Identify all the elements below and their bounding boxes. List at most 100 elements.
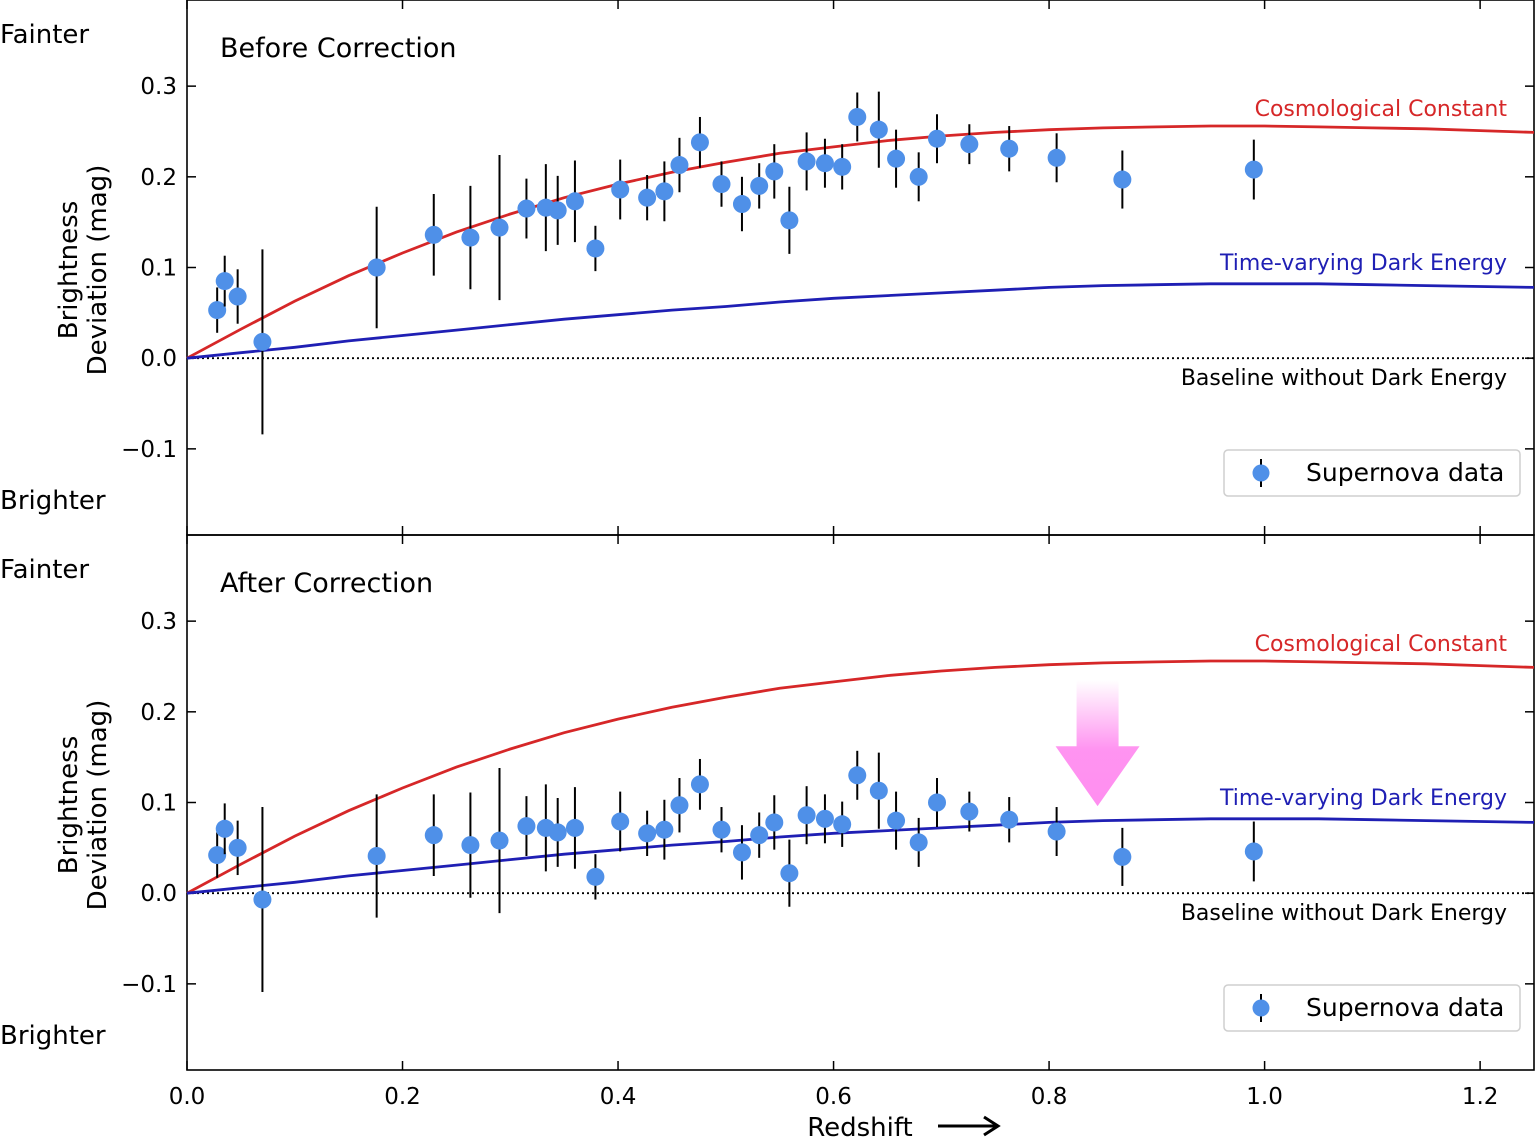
legend-box	[1223, 449, 1521, 497]
y-axis: −0.1 0.0 0.1 0.2 0.3	[121, 609, 1534, 998]
correction-arrow-shape	[1055, 680, 1140, 807]
panel-title: Before Correction	[220, 33, 457, 64]
data-point	[797, 806, 816, 825]
data-point	[712, 820, 731, 839]
data-point	[960, 135, 979, 154]
data-point	[215, 272, 234, 291]
data-point	[638, 188, 657, 207]
data-point	[690, 775, 709, 794]
data-point	[586, 239, 605, 258]
data-point	[887, 149, 906, 168]
data-point	[780, 211, 799, 230]
data-point	[517, 199, 536, 218]
data-point	[655, 182, 674, 201]
legend-box	[1223, 984, 1521, 1032]
data-point	[208, 301, 227, 320]
data-point	[565, 818, 584, 837]
data-point	[253, 332, 272, 351]
data-point	[1000, 810, 1019, 829]
data-point	[638, 824, 657, 843]
cosmological-constant-curve	[186, 124, 1535, 360]
correction-arrow	[1055, 680, 1140, 807]
data-point	[732, 843, 751, 862]
legend-label: Supernova data	[1306, 993, 1504, 1022]
data-point	[565, 192, 584, 211]
legend: Supernova data	[1223, 984, 1521, 1032]
data-point	[712, 175, 731, 194]
data-point	[690, 133, 709, 152]
data-point	[732, 195, 751, 214]
cosmological-constant-label: Cosmological Constant	[1255, 632, 1508, 657]
legend-label: Supernova data	[1306, 458, 1504, 487]
data-point	[909, 833, 928, 852]
y-tick-label: 0.1	[140, 791, 177, 817]
y-axis-title-top-line2: Deviation (mag)	[83, 165, 113, 376]
data-point	[367, 258, 386, 277]
data-point	[833, 157, 852, 176]
data-point	[869, 120, 888, 139]
dark-energy-label: Time-varying Dark Energy	[1219, 251, 1507, 276]
x-ticks	[186, 0, 1481, 535]
data-point	[424, 826, 443, 845]
data-point	[815, 809, 834, 828]
data-point	[490, 831, 509, 850]
data-point	[586, 867, 605, 886]
data-point	[750, 176, 769, 195]
data-point	[490, 218, 509, 237]
legend-marker	[1252, 999, 1270, 1017]
y-tick-label: 0.2	[140, 700, 177, 726]
y-tick-label: −0.1	[121, 437, 177, 463]
y-tick-label: 0.3	[140, 609, 177, 635]
legend: Supernova data	[1223, 449, 1521, 497]
x-tick-label: 1.2	[1462, 1084, 1499, 1110]
data-point	[1000, 139, 1019, 158]
data-point	[765, 162, 784, 181]
data-point	[887, 811, 906, 830]
data-point	[1047, 148, 1066, 167]
y-axis-title-bottom-line1: Brightness	[54, 736, 84, 875]
data-point	[461, 228, 480, 247]
data-point	[928, 793, 947, 812]
y-axis: −0.1 0.0 0.1 0.2 0.3	[121, 74, 1534, 463]
data-point	[228, 838, 247, 857]
fainter-label-top: Fainter	[0, 20, 89, 50]
y-tick-label: −0.1	[121, 972, 177, 998]
data-point	[960, 802, 979, 821]
data-point	[215, 819, 234, 838]
data-point	[750, 826, 769, 845]
data-point	[611, 812, 630, 831]
data-point	[848, 107, 867, 126]
y-tick-label: 0.3	[140, 74, 177, 100]
legend-marker	[1252, 464, 1270, 482]
data-point	[869, 781, 888, 800]
cosmological-constant-label: Cosmological Constant	[1255, 97, 1508, 122]
data-point	[1244, 160, 1263, 179]
data-point	[517, 817, 536, 836]
x-axis-title: Redshift	[807, 1113, 913, 1139]
x-tick-label: 0.0	[169, 1084, 206, 1110]
y-tick-label: 0.0	[140, 881, 177, 907]
data-point	[670, 796, 689, 815]
data-point	[848, 766, 867, 785]
x-tick-label: 1.0	[1246, 1084, 1283, 1110]
data-points	[208, 750, 1263, 993]
panel-title: After Correction	[220, 568, 433, 599]
data-point	[208, 846, 227, 865]
data-point	[780, 864, 799, 883]
cosmological-constant-curve	[186, 659, 1535, 895]
x-tick-label: 0.6	[815, 1084, 852, 1110]
data-point	[1244, 842, 1263, 861]
y-tick-label: 0.1	[140, 256, 177, 282]
brighter-label-bottom: Brighter	[0, 1021, 106, 1051]
data-point	[655, 820, 674, 839]
data-point	[461, 836, 480, 855]
data-point	[833, 815, 852, 834]
baseline-label: Baseline without Dark Energy	[1181, 901, 1507, 926]
data-point	[909, 167, 928, 186]
data-point	[797, 152, 816, 171]
data-point	[670, 156, 689, 175]
data-point	[424, 225, 443, 244]
data-point	[253, 890, 272, 909]
curves	[186, 659, 1535, 895]
